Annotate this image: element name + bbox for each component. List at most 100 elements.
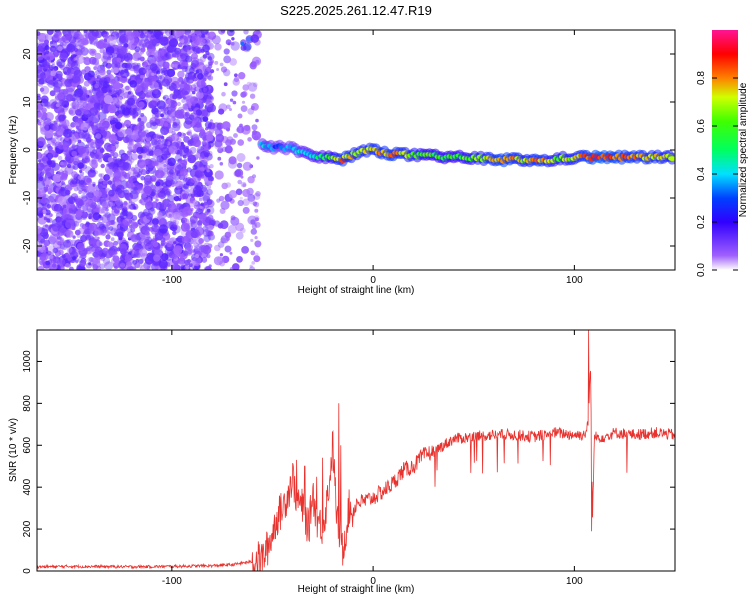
heatmap-cell bbox=[37, 235, 41, 242]
heatmap-cell bbox=[232, 263, 240, 270]
heatmap-cell bbox=[214, 170, 224, 180]
heatmap-cell bbox=[137, 57, 141, 61]
heatmap-cell bbox=[58, 114, 66, 122]
heatmap-cell bbox=[133, 68, 139, 74]
heatmap-cell bbox=[180, 222, 190, 232]
heatmap-cell bbox=[138, 67, 147, 76]
heatmap-cell bbox=[201, 109, 209, 117]
heatmap-cell bbox=[171, 130, 176, 136]
heatmap-cell bbox=[186, 259, 192, 264]
heatmap-cell bbox=[193, 256, 202, 265]
heatmap-cell bbox=[140, 148, 145, 154]
heatmap-cell bbox=[119, 222, 124, 227]
heatmap-cell bbox=[163, 52, 172, 61]
heatmap-cell bbox=[193, 136, 200, 143]
heatmap-cell bbox=[165, 178, 173, 186]
heatmap-cell bbox=[193, 46, 201, 54]
heatmap-cell bbox=[197, 99, 202, 104]
heatmap-cell bbox=[102, 257, 111, 265]
heatmap-cell bbox=[112, 255, 120, 263]
heatmap-cell bbox=[243, 30, 249, 35]
heatmap-cell bbox=[208, 175, 214, 182]
heatmap-cell bbox=[42, 205, 48, 211]
heatmap-cell bbox=[207, 75, 212, 80]
heatmap-cell bbox=[136, 184, 144, 191]
heatmap-cell bbox=[45, 167, 55, 177]
heatmap-cell bbox=[152, 177, 158, 183]
heatmap-cell bbox=[107, 36, 117, 46]
heatmap-cell bbox=[168, 213, 172, 217]
heatmap-cell bbox=[192, 199, 199, 206]
heatmap-cell bbox=[96, 138, 102, 144]
heatmap-cell bbox=[190, 177, 197, 183]
heatmap-cell bbox=[103, 212, 109, 217]
heatmap-cell bbox=[201, 140, 207, 145]
heatmap-cell bbox=[115, 228, 124, 237]
heatmap-cell bbox=[226, 136, 234, 144]
heatmap-cell bbox=[125, 155, 129, 159]
heatmap-cell bbox=[123, 201, 128, 206]
heatmap-cell bbox=[221, 182, 228, 190]
heatmap-cell bbox=[191, 90, 196, 95]
heatmap-cell bbox=[118, 30, 125, 37]
heatmap-cell bbox=[203, 149, 211, 157]
heatmap-cell bbox=[155, 98, 159, 102]
heatmap-cell bbox=[215, 133, 225, 143]
heatmap-cell bbox=[81, 188, 88, 195]
heatmap-cell bbox=[85, 192, 94, 201]
heatmap-cell bbox=[142, 80, 150, 88]
heatmap-cell bbox=[230, 41, 240, 51]
heatmap-cell bbox=[165, 98, 173, 105]
heatmap-cell bbox=[172, 202, 176, 206]
heatmap-cell bbox=[145, 96, 154, 105]
heatmap-cell bbox=[116, 247, 121, 252]
heatmap-cell bbox=[70, 122, 76, 128]
heatmap-cell bbox=[107, 200, 115, 207]
heatmap-cell bbox=[108, 134, 118, 144]
heatmap-cell bbox=[178, 261, 185, 267]
heatmap-cell bbox=[228, 190, 238, 199]
heatmap-cell bbox=[136, 136, 144, 145]
heatmap-cell bbox=[167, 203, 176, 213]
heatmap-cell bbox=[158, 259, 168, 269]
heatmap-cell bbox=[207, 145, 212, 149]
heatmap-cell bbox=[110, 237, 115, 242]
heatmap-cell bbox=[171, 53, 177, 58]
heatmap-cell bbox=[209, 119, 213, 123]
heatmap-cell bbox=[150, 191, 155, 197]
heatmap-cell bbox=[199, 129, 206, 136]
heatmap-cell bbox=[62, 88, 69, 95]
heatmap-cell bbox=[111, 97, 118, 104]
heatmap-cell bbox=[106, 146, 111, 152]
heatmap-cell bbox=[43, 249, 47, 253]
heatmap-cell bbox=[187, 157, 192, 161]
heatmap-cell bbox=[195, 91, 204, 99]
heatmap-cell bbox=[53, 85, 61, 93]
heatmap-cell bbox=[42, 169, 47, 174]
heatmap-cell bbox=[117, 190, 126, 199]
heatmap-cell bbox=[42, 112, 48, 118]
heatmap-cell bbox=[59, 239, 64, 243]
heatmap-cell bbox=[190, 231, 198, 238]
heatmap-cell bbox=[135, 252, 141, 258]
heatmap-cell bbox=[140, 169, 147, 176]
heatmap-cell bbox=[61, 181, 66, 186]
heatmap-cell bbox=[176, 164, 182, 170]
heatmap-cell bbox=[75, 205, 79, 209]
heatmap-cell bbox=[89, 244, 94, 249]
heatmap-cell bbox=[202, 64, 212, 73]
heatmap-cell bbox=[247, 176, 255, 184]
heatmap-cell bbox=[158, 75, 163, 80]
heatmap-cell bbox=[48, 176, 52, 180]
heatmap-cell bbox=[216, 68, 220, 71]
heatmap-cell bbox=[176, 137, 182, 143]
heatmap-cell bbox=[49, 233, 58, 243]
heatmap-cell bbox=[79, 179, 85, 185]
heatmap-cell bbox=[102, 33, 109, 40]
heatmap-cell bbox=[99, 263, 106, 270]
heatmap-cell bbox=[163, 181, 168, 185]
heatmap-cell bbox=[101, 100, 106, 105]
heatmap-cell bbox=[70, 30, 80, 37]
heatmap-cell bbox=[132, 177, 137, 182]
